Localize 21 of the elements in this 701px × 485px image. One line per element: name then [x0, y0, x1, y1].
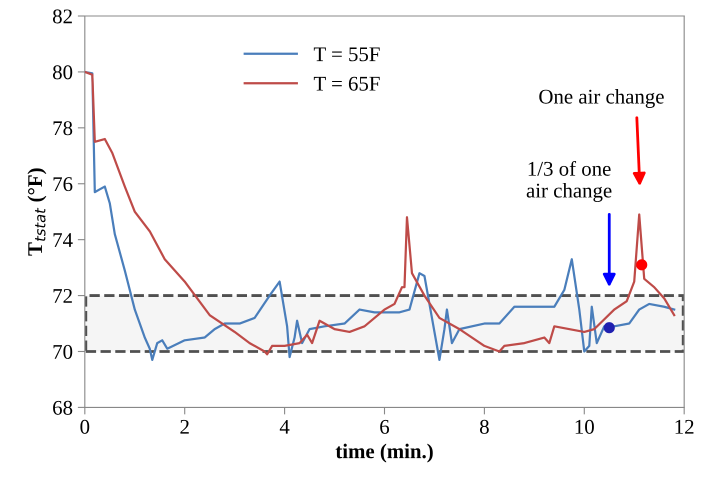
annotation: One air change — [539, 89, 664, 108]
x-tick-label: 6 — [380, 420, 390, 434]
y-axis-title: T$_{tstat}$ (°F) — [27, 168, 46, 256]
x-tick-label: 8 — [480, 420, 489, 434]
y-tick-label: 68 — [53, 400, 72, 415]
y-tick-label: 72 — [54, 289, 72, 303]
x-tick-label: 10 — [576, 420, 594, 434]
legend-label: T = 65F — [314, 76, 380, 91]
y-tick-label: 70 — [54, 344, 72, 359]
y-tick-label: 78 — [54, 121, 72, 136]
y-tick-label: 80 — [52, 65, 72, 80]
y-tick-label: 82 — [52, 9, 72, 24]
x-tick-label: 0 — [80, 420, 90, 434]
y-tick-label: 74 — [54, 233, 73, 247]
x-tick-label: 2 — [180, 420, 189, 434]
x-tick-label: 12 — [676, 420, 694, 434]
legend-label: T = 55F — [314, 47, 380, 62]
y-tick-label: 76 — [54, 177, 72, 192]
x-tick-label: 4 — [280, 420, 290, 434]
x-axis-title: time (min.) — [336, 444, 433, 463]
annotation: 1/3 of one air change — [526, 160, 612, 202]
